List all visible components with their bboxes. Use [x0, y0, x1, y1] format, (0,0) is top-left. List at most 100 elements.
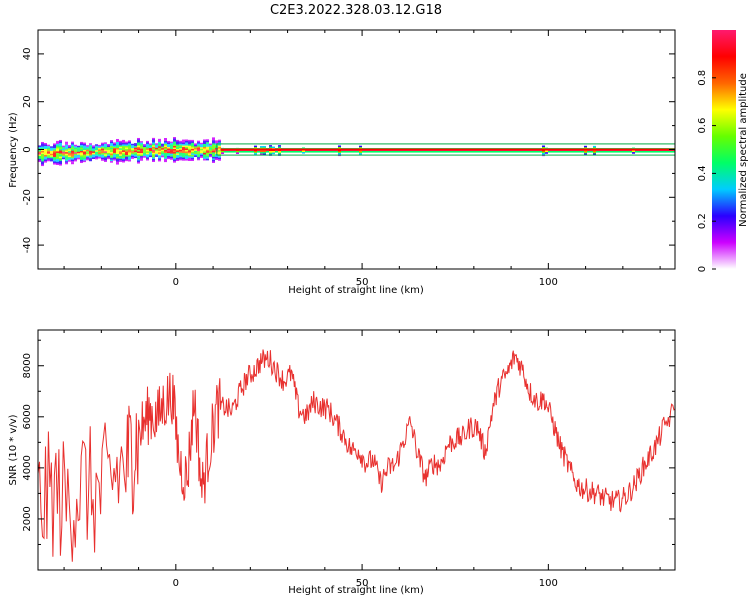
heatmap-cell	[338, 145, 341, 148]
heatmap-cell	[164, 148, 167, 151]
heatmap-cell	[95, 151, 98, 154]
heatmap-cell	[131, 143, 134, 146]
heatmap-cell	[140, 147, 143, 149]
heatmap-cell	[338, 149, 341, 152]
heatmap-cell	[68, 160, 71, 162]
heatmap-cell	[179, 140, 182, 143]
heatmap-cell	[167, 141, 170, 143]
heatmap-cell	[137, 145, 140, 148]
heatmap-cell	[137, 152, 140, 155]
heatmap-cell	[59, 163, 62, 166]
heatmap-cell	[260, 147, 263, 150]
heatmap-cell	[167, 148, 170, 151]
heatmap-cell	[44, 148, 47, 151]
heatmap-cell	[578, 151, 581, 153]
heatmap-cell	[113, 151, 116, 154]
heatmap-cell	[665, 151, 668, 153]
heatmap-cell	[137, 154, 140, 157]
heatmap-cell	[110, 141, 113, 144]
heatmap-cell	[50, 159, 53, 162]
heatmap-cell	[269, 145, 272, 147]
heatmap-cell	[95, 157, 98, 160]
heatmap-cell	[59, 145, 62, 148]
heatmap-cell	[620, 151, 623, 153]
heatmap-cell	[167, 142, 170, 145]
heatmap-cell	[182, 139, 185, 142]
colorbar: 0 0.2 0.4 0.6 0.8 Normalized spectral amplit…	[697, 30, 749, 272]
heatmap-cell	[50, 147, 53, 150]
heatmap-cell	[143, 144, 146, 146]
heatmap-cell	[98, 146, 101, 149]
heatmap-cell	[182, 153, 185, 155]
heatmap-cell	[38, 160, 41, 163]
heatmap-cell	[587, 151, 590, 153]
heatmap-cell	[236, 150, 239, 153]
heatmap-cell	[152, 154, 155, 156]
heatmap-cell	[77, 157, 80, 160]
heatmap-cell	[173, 153, 176, 156]
heatmap-cell	[176, 147, 179, 150]
heatmap-cell	[95, 144, 98, 146]
heatmap-cell	[317, 151, 320, 153]
heatmap-cell	[47, 156, 50, 159]
heatmap-cell	[338, 151, 341, 154]
heatmap-cell	[176, 156, 179, 159]
heatmap-cell	[185, 151, 188, 154]
heatmap-cell	[86, 145, 89, 147]
heatmap-cell	[161, 146, 164, 149]
heatmap-cell	[212, 159, 215, 162]
heatmap-cell	[194, 146, 197, 149]
heatmap-cell	[359, 153, 362, 155]
heatmap-cell	[146, 155, 149, 158]
heatmap-cell	[116, 140, 119, 143]
heatmap-cell	[59, 141, 62, 144]
heatmap-cell	[50, 152, 53, 154]
heatmap-cell	[74, 153, 77, 156]
heatmap-cell	[500, 151, 503, 153]
heatmap-cell	[200, 144, 203, 146]
heatmap-cell	[56, 163, 59, 166]
heatmap-cell	[158, 146, 161, 148]
heatmap-cell	[101, 144, 104, 146]
heatmap-cell	[191, 141, 194, 143]
spectrogram-xtick-label: 0	[173, 277, 179, 288]
heatmap-cell	[62, 145, 65, 148]
heatmap-cell	[56, 151, 59, 154]
heatmap-cell	[203, 151, 206, 154]
heatmap-cell	[74, 152, 77, 154]
heatmap-cell	[671, 151, 674, 153]
heatmap-cell	[83, 148, 86, 151]
heatmap-cell	[71, 162, 74, 165]
heatmap-cell	[191, 154, 194, 157]
heatmap-cell	[134, 150, 137, 153]
heatmap-cell	[164, 151, 167, 154]
heatmap-cell	[161, 155, 164, 158]
heatmap-cell	[104, 155, 107, 158]
heatmap-cell	[68, 146, 71, 149]
heatmap-cell	[44, 151, 47, 154]
heatmap-cell	[359, 151, 362, 154]
heatmap-cell	[206, 149, 209, 152]
heatmap-cell	[65, 150, 68, 153]
heatmap-cell	[47, 146, 50, 148]
heatmap-cell	[59, 148, 62, 151]
heatmap-cell	[83, 147, 86, 149]
heatmap-cell	[53, 150, 56, 153]
heatmap-cell	[116, 138, 119, 141]
heatmap-cell	[200, 150, 203, 152]
heatmap-cell	[38, 145, 41, 148]
heatmap-cell	[212, 153, 215, 156]
heatmap-cell	[218, 147, 221, 149]
heatmap-cell	[71, 153, 74, 156]
heatmap-cell	[266, 151, 269, 153]
snr-ylabel: SNR (10 * v/v)	[8, 414, 19, 485]
heatmap-cell	[182, 148, 185, 151]
heatmap-cell	[173, 150, 176, 153]
heatmap-cell	[122, 145, 125, 148]
heatmap-cell	[83, 159, 86, 161]
heatmap-cell	[185, 146, 188, 149]
heatmap-cell	[161, 148, 164, 150]
heatmap-cell	[668, 151, 671, 153]
heatmap-cell	[113, 158, 116, 161]
heatmap-cell	[395, 151, 398, 153]
